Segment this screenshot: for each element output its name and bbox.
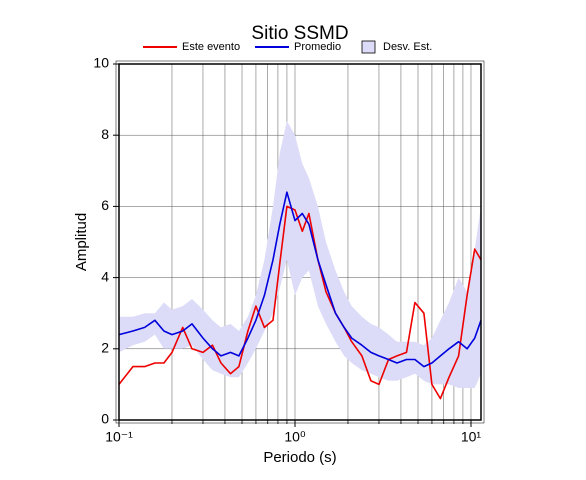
y-tick-label: 6 [101, 197, 109, 213]
x-tick-label: 10⁰ [284, 429, 306, 445]
y-tick-label: 0 [101, 411, 109, 427]
legend-label: Este evento [182, 41, 240, 53]
plot-frame [118, 63, 482, 421]
y-tick-label: 10 [93, 55, 109, 71]
x-axis-label: Periodo (s) [263, 449, 336, 466]
y-axis-label: Amplitud [73, 213, 90, 271]
y-tick-label: 4 [101, 268, 109, 284]
plot-frame-outer [115, 60, 485, 424]
series-line [118, 205, 482, 400]
legend-label: Promedio [294, 41, 341, 53]
series-line [118, 191, 482, 368]
std-band [119, 121, 481, 388]
x-tick-label: 10⁻¹ [105, 429, 133, 445]
y-tick-label: 2 [101, 340, 109, 356]
y-tick-label: 8 [101, 126, 109, 142]
legend-label: Desv. Est. [383, 41, 432, 53]
x-tick-label: 10¹ [461, 429, 482, 445]
chart-title: Sitio SSMD [251, 23, 348, 44]
legend-swatch [361, 40, 376, 54]
